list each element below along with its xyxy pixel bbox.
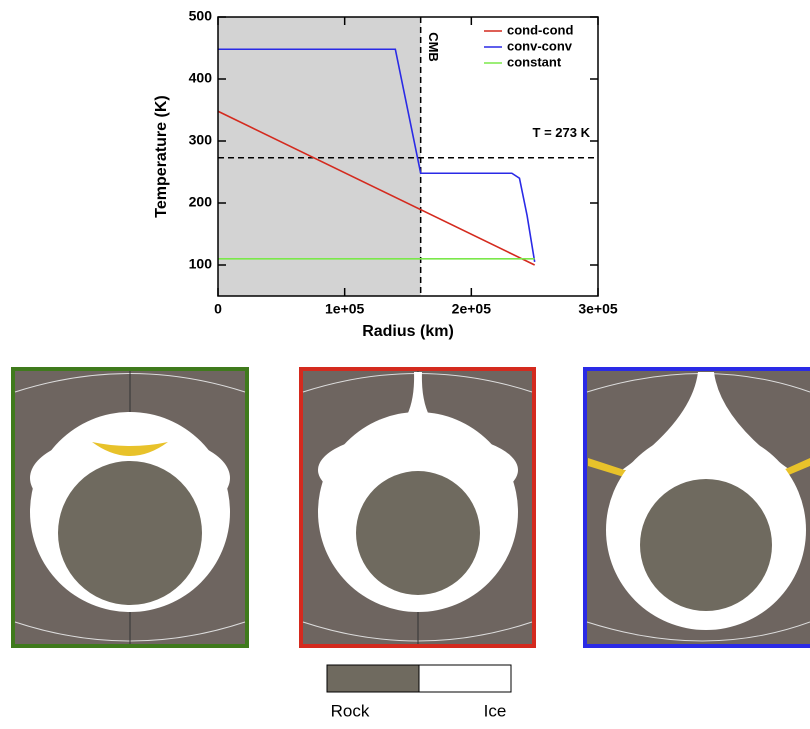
panel-constant (11, 367, 249, 648)
colorbar-label: Ice (484, 701, 507, 720)
y-tick-label: 400 (189, 70, 213, 86)
colorbar-swatch (418, 664, 512, 693)
x-axis-label: Radius (km) (362, 323, 454, 340)
panel-conv-conv (583, 367, 810, 648)
colorbar-label: Rock (331, 701, 370, 720)
threshold-label: T = 273 K (533, 125, 591, 140)
x-tick-label: 0 (214, 301, 222, 317)
series-line (218, 48, 536, 263)
cmb-label: CMB (426, 32, 441, 62)
x-tick-label: 1e+05 (325, 301, 365, 317)
shaded-region (218, 17, 421, 296)
y-tick-label: 100 (189, 256, 213, 272)
y-tick-label: 200 (189, 194, 213, 210)
legend-label: cond-cond (507, 22, 573, 37)
plot-frame (217, 16, 599, 297)
series-line (217, 110, 536, 266)
y-tick-label: 500 (189, 8, 213, 24)
y-tick-label: 300 (189, 132, 213, 148)
legend-label: conv-conv (507, 38, 573, 53)
panel-cond-cond (299, 367, 536, 648)
x-tick-label: 3e+05 (578, 301, 618, 317)
x-tick-label: 2e+05 (452, 301, 492, 317)
colorbar-swatch (326, 664, 420, 693)
legend-label: constant (507, 54, 562, 69)
y-axis-label: Temperature (K) (153, 95, 170, 217)
